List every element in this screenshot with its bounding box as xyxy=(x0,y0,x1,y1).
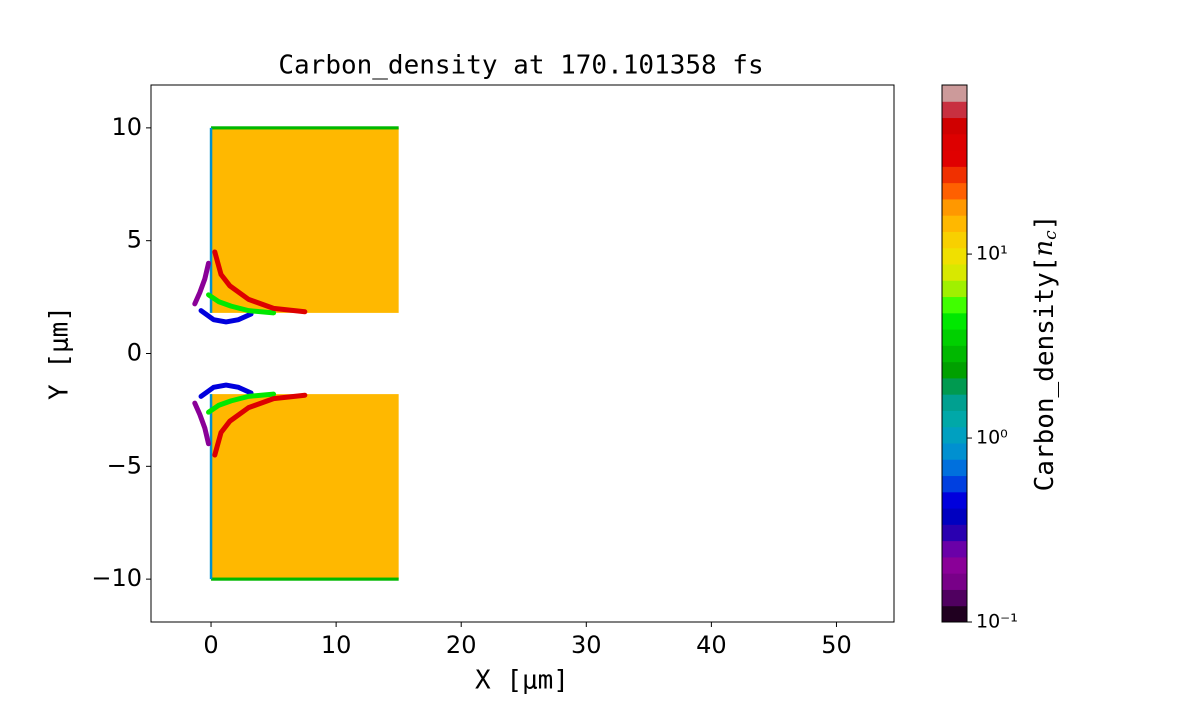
density-contour xyxy=(212,392,308,458)
colorbar-band xyxy=(942,117,967,135)
y-tick-label: 0 xyxy=(127,339,142,367)
colorbar-band xyxy=(942,524,967,542)
colorbar-band xyxy=(942,605,967,623)
colorbar-band xyxy=(942,345,967,363)
colorbar-band xyxy=(942,329,967,346)
density-region xyxy=(209,394,213,580)
density-contour xyxy=(198,382,254,399)
colorbar-band xyxy=(942,573,967,590)
colorbar-band xyxy=(942,394,967,411)
x-tick-label: 20 xyxy=(446,631,477,659)
colorbar-band xyxy=(942,491,967,509)
colorbar-band xyxy=(942,264,967,281)
colorbar-frame xyxy=(941,84,968,623)
x-axis-label: X [μm] xyxy=(475,666,569,696)
y-tick-label: −5 xyxy=(107,451,142,479)
colorbar-band xyxy=(942,508,967,525)
density-region xyxy=(209,127,213,313)
y-tick-label: 5 xyxy=(127,226,142,254)
colorbar-band xyxy=(942,443,967,460)
colorbar-band xyxy=(942,198,967,216)
colorbar-tick-label: 10¹ xyxy=(976,243,1008,265)
x-tick-label: 10 xyxy=(321,631,352,659)
colorbar-label: Carbon_density[nc] xyxy=(1029,215,1061,492)
x-tick-label: 0 xyxy=(203,631,218,659)
density-contour xyxy=(212,249,308,315)
colorbar-band xyxy=(942,296,967,314)
colorbar-band xyxy=(942,182,967,200)
colorbar-band xyxy=(942,459,967,477)
colorbar-label-subscript: c xyxy=(1041,230,1061,240)
colorbar-band xyxy=(942,410,967,428)
colorbar-tick-label: 10⁰ xyxy=(976,427,1008,449)
colorbar-label-text: Carbon_density[ xyxy=(1030,257,1060,492)
colorbar-band xyxy=(942,85,967,102)
colorbar-band xyxy=(942,377,967,395)
colorbar-band xyxy=(942,312,967,330)
colorbar-band xyxy=(942,133,967,151)
colorbar-band xyxy=(942,150,967,167)
density-region xyxy=(211,577,399,581)
density-contour xyxy=(206,391,277,415)
x-tick-label: 50 xyxy=(821,631,852,659)
colorbar-tick-label: 10⁻¹ xyxy=(976,611,1018,633)
density-region xyxy=(211,127,399,313)
colorbar-band xyxy=(942,166,967,184)
colorbar-band xyxy=(942,589,967,607)
density-region xyxy=(211,394,399,580)
density-contour xyxy=(192,260,212,307)
chart-title: Carbon_density at 170.101358 fs xyxy=(278,51,763,81)
x-tick-label: 40 xyxy=(696,631,727,659)
density-contour xyxy=(198,308,254,325)
y-axis-label: Y [μm] xyxy=(45,306,75,400)
y-tick-label: −10 xyxy=(91,564,142,592)
colorbar-band xyxy=(942,247,967,265)
colorbar-band xyxy=(942,361,967,379)
colorbar-band xyxy=(942,556,967,574)
colorbar-band xyxy=(942,426,967,444)
x-tick-label: 30 xyxy=(571,631,602,659)
density-contour xyxy=(206,292,277,316)
colorbar-band xyxy=(942,231,967,249)
colorbar-label-symbol: n xyxy=(1029,240,1059,257)
colorbar-band xyxy=(942,215,967,232)
colorbar-band xyxy=(942,101,967,119)
colorbar-band xyxy=(942,280,967,298)
density-region xyxy=(211,126,399,130)
y-tick-label: 10 xyxy=(111,113,142,141)
colorbar-band xyxy=(942,475,967,493)
colorbar-label-text: ] xyxy=(1030,215,1060,231)
colorbar-band xyxy=(942,540,967,558)
density-contour xyxy=(192,400,212,447)
